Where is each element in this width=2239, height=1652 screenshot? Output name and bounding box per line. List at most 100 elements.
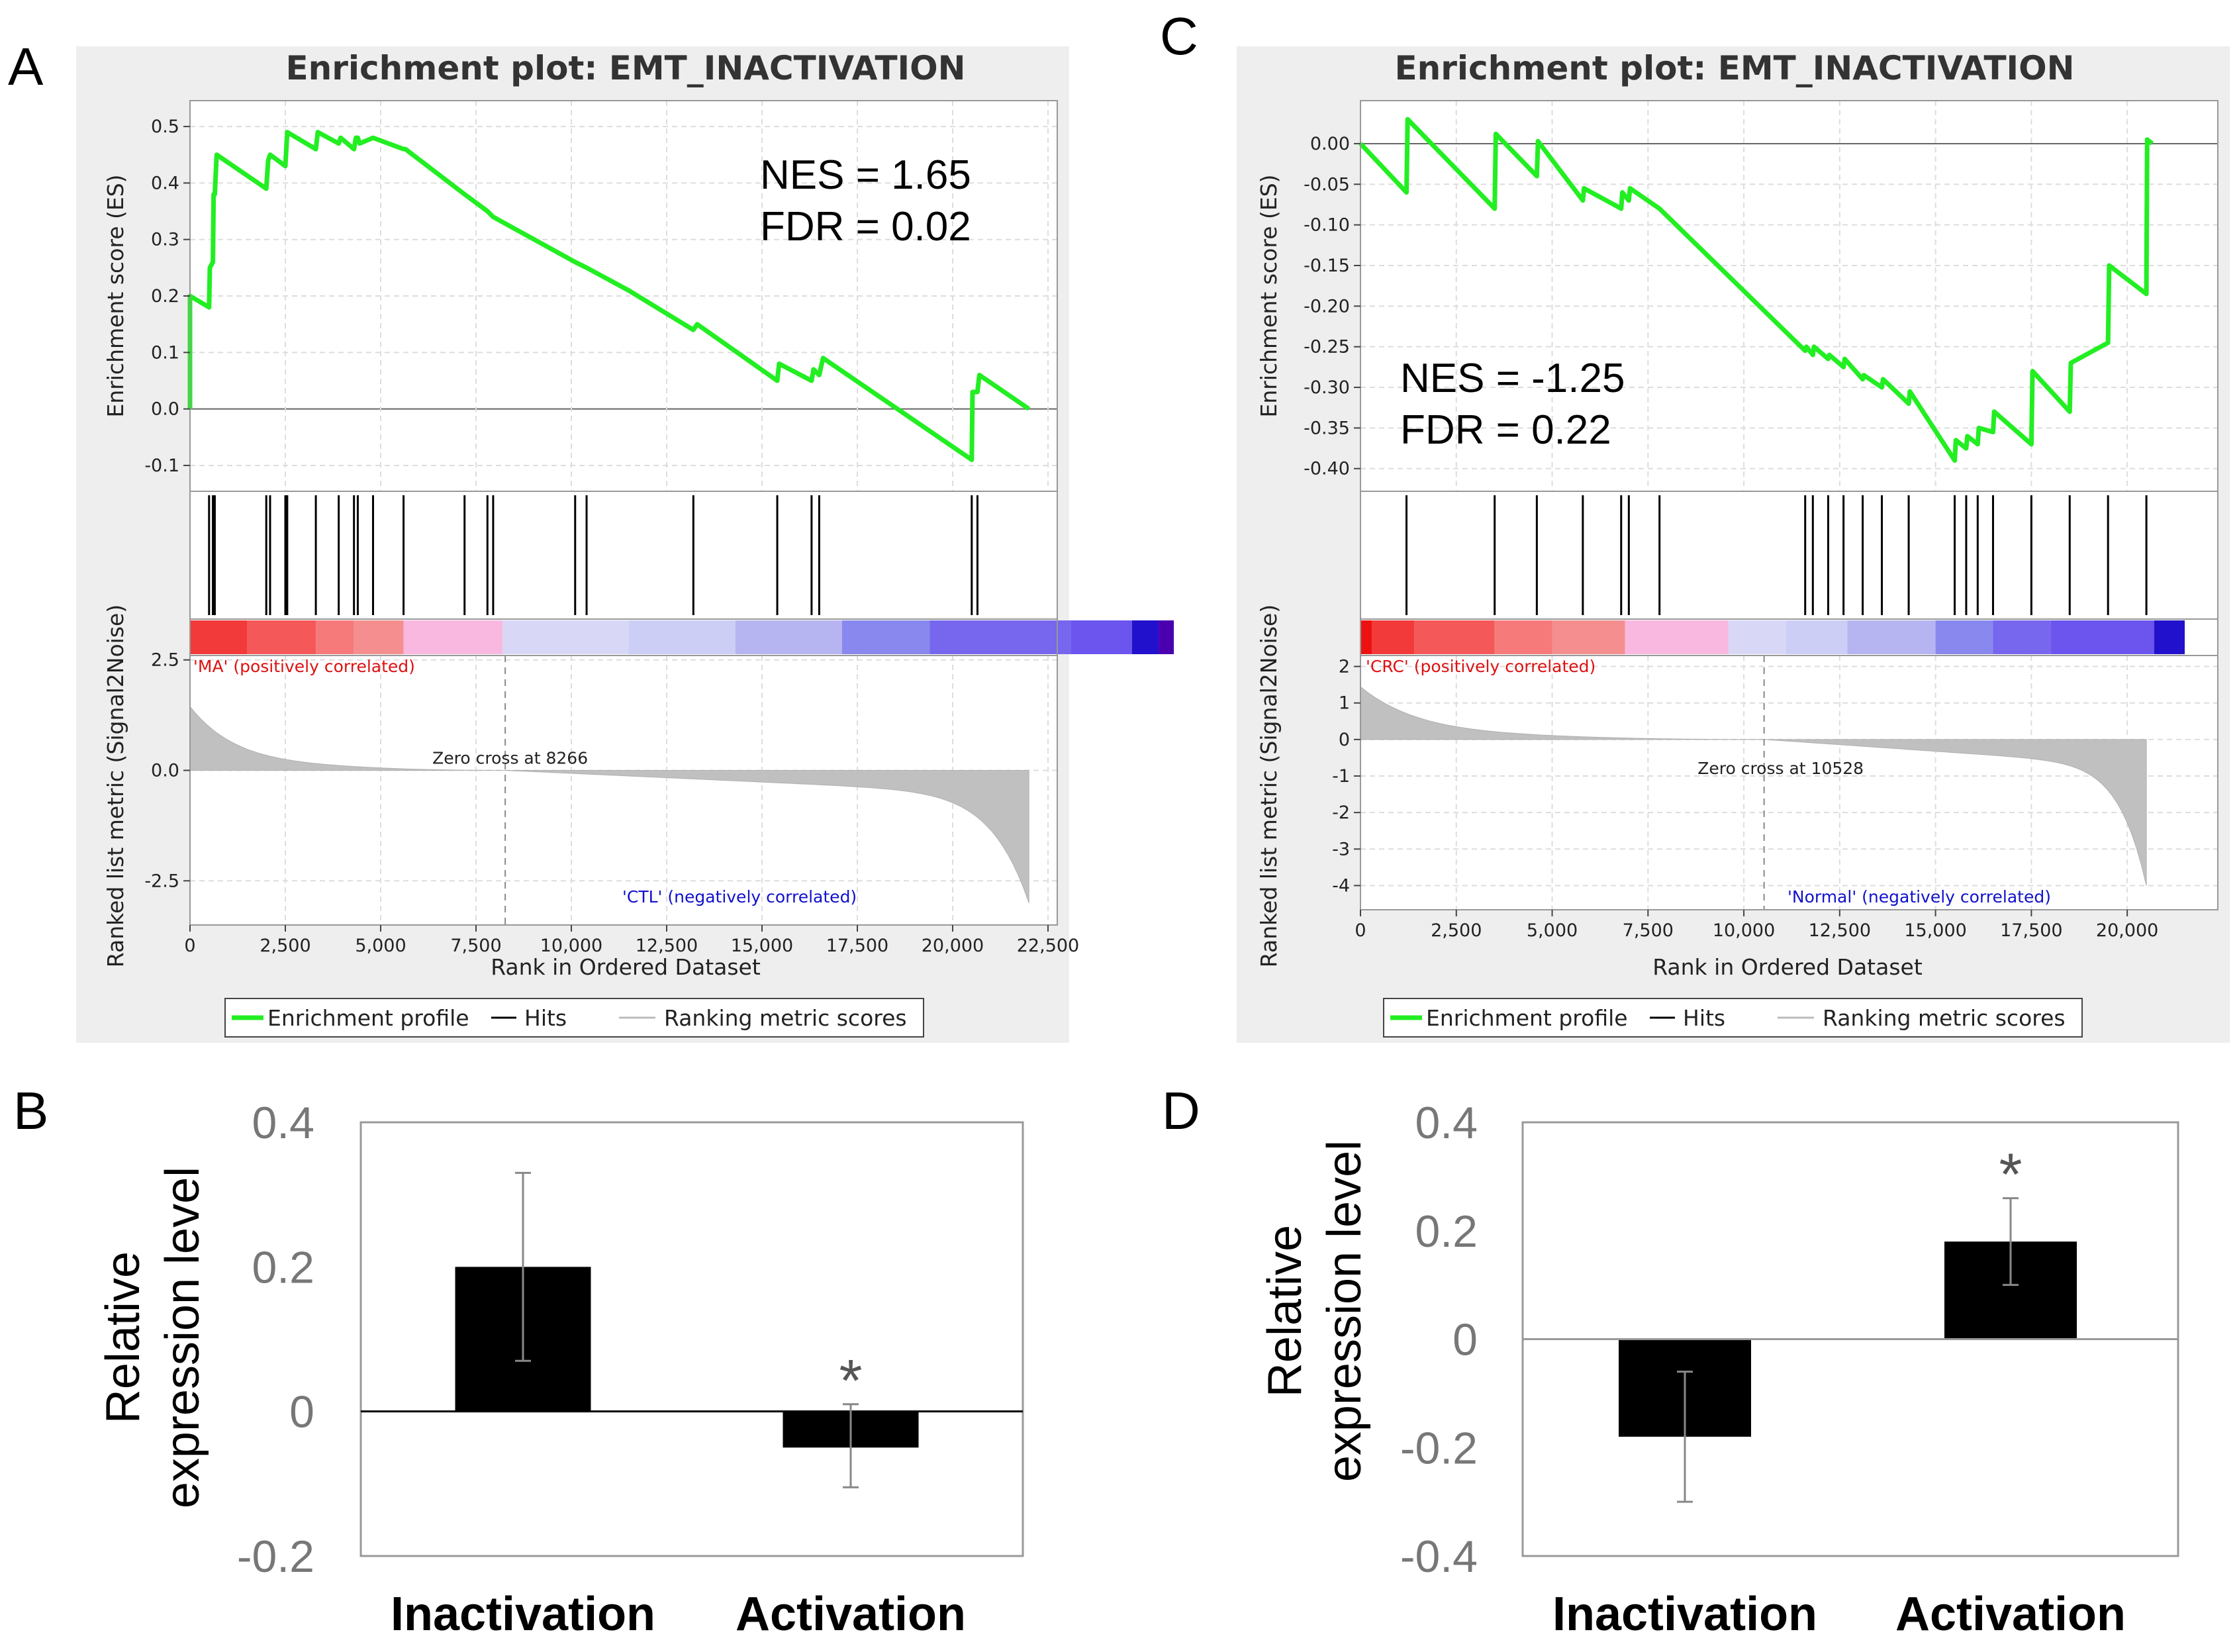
panel-b-yticks: 0.4 0.2 0 -0.2 (237, 1098, 314, 1582)
panel-b-ytick-label: 0 (289, 1387, 314, 1437)
panel-d-category-label: Inactivation (1552, 1588, 1817, 1641)
panel-c-hits (1405, 495, 2148, 615)
panel-c-heat-block (1552, 620, 1625, 654)
panel-a-heat-block (1159, 620, 1174, 654)
panel-b-ytick-label: -0.2 (237, 1531, 314, 1582)
panel-a-heat-block (190, 620, 248, 654)
panel-a-heat-block (841, 620, 930, 654)
panel-d-ylabel-line2: expression level (1318, 1140, 1371, 1482)
panel-c-es-line (1358, 117, 2154, 463)
panel-c-heat-block (1414, 620, 1495, 654)
panel-c-metric-area (1360, 686, 2147, 886)
panel-c-zero-cross-label: Zero cross at 10528 (1697, 759, 1864, 778)
panel-b-category-label: Inactivation (391, 1588, 655, 1641)
panel-c-pos-label: 'CRC' (positively correlated) (1366, 657, 1596, 676)
panel-c-ytick-label: 0.00 (1310, 134, 1350, 154)
panel-c-metric-ytick-label: 1 (1339, 693, 1350, 714)
panel-c-metric-ylabel: Ranked list metric (Signal2Noise) (1256, 605, 1282, 967)
panel-b-significance: * (839, 1348, 862, 1414)
panel-c-nes: NES = -1.25 (1400, 356, 1625, 401)
panel-a-metric-yticks: 2.5 0.0 -2.5 (144, 650, 190, 891)
panel-a-xlabel: Rank in Ordered Dataset (491, 954, 761, 980)
panel-c-legend-es: Enrichment profile (1426, 1005, 1628, 1031)
panel-c-xtick-label: 7,500 (1623, 920, 1674, 941)
panel-a-title: Enrichment plot: EMT_INACTIVATION (285, 49, 965, 87)
panel-a-ylabel: Enrichment score (ES) (103, 174, 128, 417)
panel-a-ytick-label: 0.5 (151, 117, 179, 137)
panel-a-ytick-label: 0.3 (151, 230, 179, 250)
panel-d-significance: * (1999, 1142, 2022, 1208)
panel-c-ylabel: Enrichment score (ES) (1256, 174, 1282, 417)
panel-c-ytick-label: -0.25 (1304, 337, 1350, 358)
panel-b-category-label: Activation (736, 1588, 966, 1641)
panel-c-heat-block (1993, 620, 2051, 654)
panel-c-ytick-label: -0.10 (1304, 215, 1350, 236)
panel-a-xtick-label: 5,000 (355, 936, 406, 956)
panel-a-ytick-label: 0.2 (151, 286, 179, 307)
panel-b-bars: Inactivation * Activation (361, 1171, 1023, 1641)
panel-c-metric-yticks: 2 1 0 -1 -2 -3 -4 (1332, 657, 1360, 896)
panel-a-metric-ytick-label: 2.5 (151, 650, 179, 671)
panel-a-metric (189, 705, 1029, 903)
panel-c-metric-ytick-label: -4 (1332, 875, 1350, 896)
panel-c-heat-block (1728, 620, 1786, 654)
panel-a-grid (189, 101, 1057, 925)
panel-c-metric-ytick-label: 0 (1339, 730, 1350, 750)
panel-a-neg-label: 'CTL' (negatively correlated) (622, 887, 857, 906)
panel-a-yticks: 0.5 0.4 0.3 0.2 0.1 0.0 -0.1 (144, 117, 190, 476)
panel-label-c: C (1160, 7, 1198, 66)
panel-a-ytick-label: 0.1 (151, 342, 179, 363)
panel-a-heat-block (247, 620, 316, 654)
panel-d-yticks: 0.4 0.2 0 -0.2 -0.4 (1400, 1098, 1478, 1582)
panel-a-xtick-label: 0 (184, 936, 195, 956)
panel-c-legend-hits: Hits (1683, 1005, 1725, 1031)
panel-c-heat-block (1494, 620, 1552, 654)
panel-c-heat-block (1372, 620, 1415, 654)
panel-c-legend-ranking: Ranking metric scores (1823, 1005, 2066, 1031)
panel-a-heat-block (316, 620, 354, 654)
panel-c-heat-block (1935, 620, 1993, 654)
panel-c-xtick-label: 20,000 (2096, 920, 2158, 941)
panel-a-frame (189, 100, 1058, 926)
panel-a-heat-block (403, 620, 503, 654)
panel-c-ytick-label: -0.40 (1304, 459, 1350, 479)
panel-a-xtick-label: 20,000 (922, 936, 984, 956)
panel-a-metric-ytick-label: -2.5 (144, 871, 179, 891)
panel-c-metric-ytick-label: 2 (1339, 657, 1350, 677)
panel-a-legend-box (224, 998, 924, 1038)
panel-a-xtick-label: 12,500 (636, 936, 698, 956)
panel-a-legend-es: Enrichment profile (267, 1005, 469, 1031)
panel-c-xtick-label: 12,500 (1809, 920, 1871, 941)
panel-c-heat-block (1786, 620, 1848, 654)
panel-c-xtick-label: 17,500 (2000, 920, 2062, 941)
panel-a-metric-ylabel: Ranked list metric (Signal2Noise) (103, 605, 128, 967)
panel-d-ytick-label: -0.2 (1400, 1423, 1478, 1473)
panel-c-heat-block (1625, 620, 1729, 654)
panel-a-heat-block (1131, 620, 1159, 654)
panel-label-a: A (8, 37, 44, 96)
panel-c-heatmap (1360, 620, 2185, 654)
panel-b-ylabel-line2: expression level (156, 1167, 209, 1508)
panel-label-b: B (13, 1081, 48, 1140)
panel-a-zero-cross-label: Zero cross at 8266 (432, 748, 588, 767)
panel-c-legend: Enrichment profile Hits Ranking metric s… (1383, 998, 2083, 1038)
panel-d-category-label: Activation (1895, 1588, 2126, 1641)
panel-a-fdr: FDR = 0.02 (760, 204, 971, 250)
panel-c-title: Enrichment plot: EMT_INACTIVATION (1394, 49, 2074, 87)
panel-c-yticks: 0.00 -0.05 -0.10 -0.15 -0.20 -0.25 -0.30 -0.35 -… (1304, 134, 1360, 479)
panel-b-frame (359, 1121, 1024, 1557)
panel-c-plot-area (1360, 101, 2218, 910)
panel-c-heat-block (2050, 620, 2154, 654)
panel-c-metric-ytick-label: -3 (1332, 839, 1350, 859)
panel-c-heat-block (1360, 620, 1372, 654)
panel-c-ytick-label: -0.30 (1304, 377, 1350, 398)
panel-a-heat-block (1071, 620, 1132, 654)
panel-a-xtick-label: 10,000 (540, 936, 602, 956)
panel-c-frame (1360, 100, 2218, 910)
panel-a-heat-block (502, 620, 629, 654)
panel-d-ytick-label: 0.2 (1415, 1206, 1478, 1257)
panel-b-ytick-label: 0.4 (252, 1098, 314, 1148)
panel-c-xlabel: Rank in Ordered Dataset (1652, 954, 1923, 980)
panel-a-xtick-label: 22,500 (1017, 936, 1079, 956)
